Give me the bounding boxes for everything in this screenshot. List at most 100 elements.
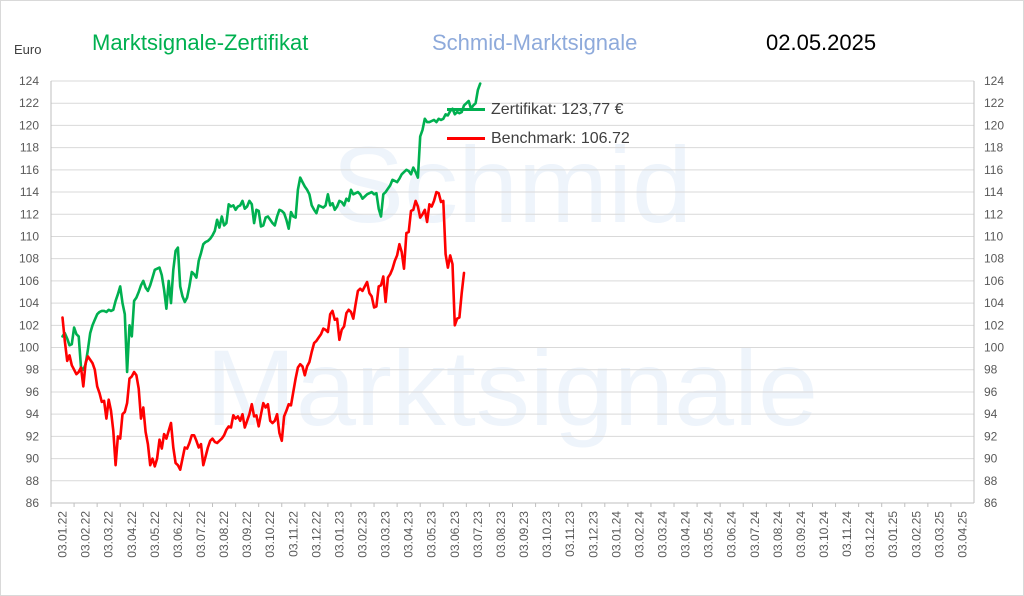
y-tick-label-left: 94 (26, 407, 40, 421)
legend-label-benchmark: Benchmark: 106.72 (491, 130, 630, 147)
y-tick-label-left: 120 (19, 118, 39, 132)
y-tick-label-left: 124 (19, 74, 39, 88)
x-tick-label: 03.01.25 (886, 511, 900, 558)
y-tick-label-right: 94 (984, 407, 998, 421)
legend-swatch-zertifikat (447, 108, 485, 112)
y-tick-label-left: 118 (20, 141, 39, 155)
y-tick-label-right: 116 (984, 163, 1003, 177)
x-tick-label: 03.05.24 (702, 511, 716, 558)
y-tick-label-left: 114 (20, 185, 39, 199)
x-tick-label: 03.01.22 (56, 511, 70, 558)
x-tick-label: 03.05.23 (425, 511, 439, 558)
x-tick-label: 03.08.22 (217, 511, 231, 558)
x-tick-label: 03.01.24 (609, 511, 623, 558)
x-tick-label: 03.12.24 (863, 511, 877, 558)
y-tick-label-left: 98 (26, 363, 40, 377)
x-tick-label: 03.03.25 (932, 511, 946, 558)
y-tick-label-right: 124 (984, 74, 1004, 88)
x-axis: 03.01.22 03.02.22 03.03.22 03.04.22 03.05.22… (50, 503, 969, 558)
x-tick-label: 03.06.23 (448, 511, 462, 558)
y-tick-label-right: 86 (984, 496, 998, 510)
series-line-benchmark (61, 190, 466, 472)
y-tick-label-right: 122 (984, 96, 1004, 110)
x-tick-label: 03.01.23 (332, 511, 346, 558)
chart-date: 02.05.2025 (766, 30, 877, 55)
x-tick-label: 03.03.23 (379, 511, 393, 558)
x-tick-label: 03.11.22 (286, 511, 300, 557)
series-line-zertifikat (61, 82, 482, 374)
y-tick-label-right: 100 (984, 341, 1004, 355)
x-tick-label: 03.10.23 (540, 511, 554, 558)
x-tick-label: 03.02.25 (909, 511, 923, 558)
x-tick-label: 03.11.23 (563, 511, 577, 557)
y-tick-label-left: 116 (20, 163, 39, 177)
x-tick-label: 03.04.24 (679, 511, 693, 558)
x-tick-label: 03.06.24 (725, 511, 739, 558)
x-tick-label: 03.04.23 (402, 511, 416, 558)
x-tick-label: 03.11.24 (840, 511, 854, 557)
y-axis-title: Euro (14, 42, 42, 57)
y-tick-label-left: 106 (19, 274, 39, 288)
y-tick-label-left: 102 (19, 318, 39, 332)
legend-label-zertifikat: Zertifikat: 123,77 € (491, 101, 624, 118)
legend-item-benchmark: Benchmark: 106.72 (447, 130, 630, 148)
x-tick-label: 03.03.24 (655, 511, 669, 558)
x-tick-label: 03.04.25 (955, 511, 969, 558)
y-tick-label-right: 104 (984, 296, 1004, 310)
y-tick-label-left: 88 (26, 474, 40, 488)
x-tick-label: 03.03.22 (102, 511, 116, 558)
x-tick-label: 03.07.23 (471, 511, 485, 558)
y-tick-label-left: 92 (26, 429, 40, 443)
x-tick-label: 03.07.22 (194, 511, 208, 558)
y-tick-label-right: 90 (984, 452, 998, 466)
chart-title: Marktsignale-Zertifikat (92, 30, 309, 55)
x-tick-label: 03.08.23 (494, 511, 508, 558)
x-tick-label: 03.07.24 (748, 511, 762, 558)
y-tick-label-right: 102 (984, 318, 1004, 332)
x-tick-label: 03.10.24 (817, 511, 831, 558)
y-tick-label-right: 96 (984, 385, 998, 399)
y-tick-label-left: 100 (19, 341, 39, 355)
y-axis-right: 86 88 90 92 94 96 98 100 102 104 106 108 110 112 114 11… (984, 74, 1004, 510)
x-tick-label: 03.06.22 (171, 511, 185, 558)
y-tick-label-left: 90 (26, 452, 40, 466)
y-tick-label-right: 114 (984, 185, 1003, 199)
y-tick-label-left: 108 (19, 252, 39, 266)
legend-swatch-benchmark (447, 137, 485, 141)
y-tick-label-left: 122 (19, 96, 39, 110)
legend-item-zertifikat: Zertifikat: 123,77 € (447, 101, 624, 119)
watermark-line-2: Marktsignale (206, 327, 818, 448)
y-tick-label-right: 110 (984, 229, 1003, 243)
x-tick-label: 03.04.22 (125, 511, 139, 558)
x-tick-label: 03.10.22 (263, 511, 277, 558)
y-tick-label-left: 110 (20, 229, 39, 243)
y-tick-label-right: 108 (984, 252, 1004, 266)
x-tick-label: 03.08.24 (771, 511, 785, 558)
y-tick-label-right: 98 (984, 363, 998, 377)
series-lines (61, 82, 482, 472)
y-tick-label-left: 86 (26, 496, 40, 510)
y-tick-label-left: 112 (20, 207, 39, 221)
x-tick-label: 03.02.23 (356, 511, 370, 558)
y-tick-label-right: 112 (984, 207, 1003, 221)
x-tick-label: 03.09.22 (240, 511, 254, 558)
x-tick-label: 03.02.24 (632, 511, 646, 558)
x-tick-label: 03.05.22 (148, 511, 162, 558)
y-tick-label-left: 96 (26, 385, 40, 399)
y-tick-label-left: 104 (19, 296, 39, 310)
x-tick-label: 03.12.22 (309, 511, 323, 558)
y-tick-label-right: 106 (984, 274, 1004, 288)
y-tick-label-right: 92 (984, 429, 998, 443)
y-tick-label-right: 120 (984, 118, 1004, 132)
gridlines (50, 80, 975, 504)
x-tick-label: 03.09.24 (794, 511, 808, 558)
y-axis-left: 86 88 90 92 94 96 98 100 102 104 106 108 110 112 114 11… (19, 74, 39, 510)
x-tick-label: 03.12.23 (586, 511, 600, 558)
y-tick-label-right: 118 (984, 141, 1003, 155)
y-tick-label-right: 88 (984, 474, 998, 488)
chart-subtitle: Schmid-Marktsignale (432, 30, 638, 55)
x-tick-label: 03.09.23 (517, 511, 531, 558)
x-tick-label: 03.02.22 (79, 511, 93, 558)
